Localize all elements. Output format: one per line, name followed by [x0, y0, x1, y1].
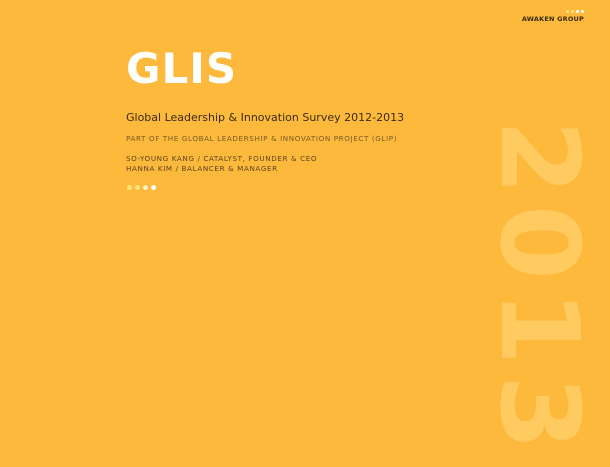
brand-logo: AWAKEN GROUP — [522, 10, 584, 23]
brand-name: AWAKEN GROUP — [521, 15, 584, 23]
dot-icon — [127, 185, 132, 190]
brand-dot — [571, 10, 574, 13]
brand-dot — [576, 10, 579, 13]
brand-dot — [581, 10, 584, 13]
dot-icon — [143, 185, 148, 190]
cover-subtitle: Global Leadership & Innovation Survey 20… — [126, 111, 405, 124]
cover-title: GLIS — [126, 44, 238, 93]
project-line: PART OF THE GLOBAL LEADERSHIP & INNOVATI… — [126, 134, 398, 143]
year-watermark: 2013 — [476, 119, 601, 461]
dot-icon — [151, 185, 156, 190]
brand-dot — [566, 10, 569, 13]
dot-icon — [135, 185, 140, 190]
authors: SO-YOUNG KANG / CATALYST, FOUNDER & CEO … — [126, 154, 317, 174]
decorative-dots — [127, 185, 156, 190]
author-line: SO-YOUNG KANG / CATALYST, FOUNDER & CEO — [126, 154, 318, 163]
author-line: HANNA KIM / BALANCER & MANAGER — [126, 164, 278, 173]
brand-dots — [522, 10, 584, 13]
